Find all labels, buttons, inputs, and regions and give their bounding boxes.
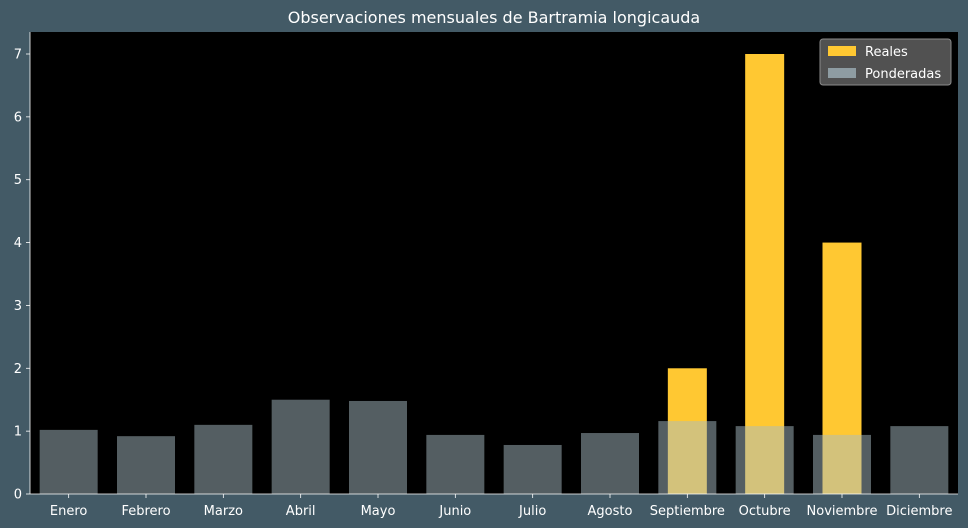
x-tick-label: Abril [286, 504, 316, 519]
bar-ponderadas-octubre [735, 426, 794, 494]
legend-label-ponderadas: Ponderadas [865, 67, 941, 82]
bar-ponderadas-abril [271, 399, 330, 494]
y-tick-label: 4 [14, 236, 22, 251]
y-tick-label: 6 [14, 110, 22, 125]
bar-ponderadas-agosto [581, 433, 639, 494]
x-tick-label: Noviembre [807, 504, 878, 519]
plot-area [30, 32, 958, 494]
x-tick-label: Septiembre [650, 504, 725, 519]
x-tick-label: Julio [518, 504, 546, 519]
bar-ponderadas-junio [426, 434, 485, 494]
y-tick-label: 5 [14, 173, 22, 188]
bar-ponderadas-mayo [349, 400, 407, 494]
bar-ponderadas-septiembre [658, 421, 717, 494]
y-tick-label: 0 [14, 488, 22, 503]
bar-ponderadas-diciembre [890, 426, 949, 494]
bar-ponderadas-marzo [194, 424, 253, 494]
bar-reales-octubre [745, 54, 785, 494]
y-tick-label: 1 [14, 425, 22, 440]
bar-ponderadas-noviembre [813, 434, 871, 494]
bar-ponderadas-enero [39, 429, 98, 494]
legend-swatch-reales [828, 46, 856, 56]
x-tick-label: Marzo [204, 504, 243, 519]
bar-ponderadas-julio [503, 444, 562, 494]
x-tick-label: Diciembre [886, 504, 952, 519]
bar-ponderadas-febrero [117, 436, 175, 494]
x-tick-label: Mayo [361, 504, 396, 519]
legend-swatch-ponderadas [828, 68, 856, 78]
x-tick-label: Agosto [588, 504, 633, 519]
y-tick-label: 7 [14, 48, 22, 63]
x-tick-label: Junio [438, 504, 471, 519]
x-tick-label: Octubre [739, 504, 791, 519]
chart-title: Observaciones mensuales de Bartramia lon… [288, 8, 700, 27]
x-tick-label: Febrero [121, 504, 170, 519]
x-tick-label: Enero [50, 504, 88, 519]
y-tick-label: 3 [14, 299, 22, 314]
legend-label-reales: Reales [865, 45, 908, 60]
axes-layer: 0 1 2 3 4 5 6 7 Enero Febrero Marzo Abril Mayo Junio J… [14, 32, 958, 519]
legend: Reales Ponderadas [819, 38, 952, 86]
y-tick-label: 2 [14, 362, 22, 377]
bars-layer [39, 54, 949, 494]
